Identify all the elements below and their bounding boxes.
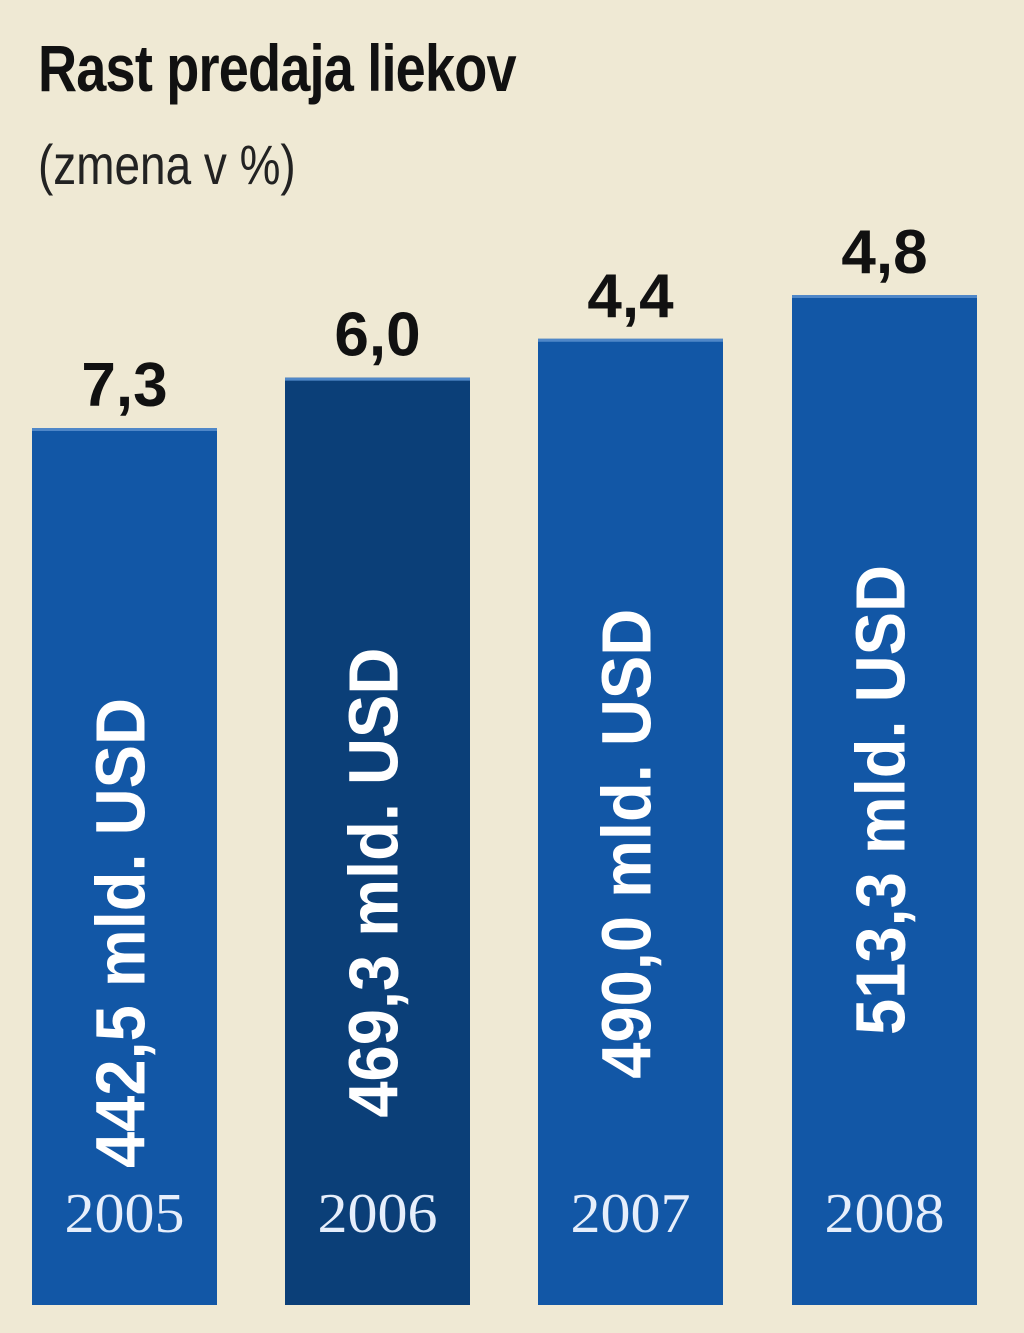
bar-top-edge-2006 [285,377,470,381]
sales-label-2007: 490,0 mld. USD [588,609,666,1079]
bar-top-edge-2007 [538,338,723,342]
bar-2005 [32,428,217,1305]
sales-label-2006: 469,3 mld. USD [335,648,413,1118]
chart-title: Rast predaja liekov [38,31,517,105]
year-label-2008: 2008 [825,1183,945,1245]
value-label-2006: 6,0 [334,301,420,370]
value-label-2005: 7,3 [81,351,167,420]
value-label-2007: 4,4 [587,262,674,331]
chart-subtitle: (zmena v %) [38,133,296,196]
bar-2008 [792,295,977,1305]
year-label-2005: 2005 [65,1183,185,1245]
value-label-2008: 4,8 [841,218,927,287]
sales-label-2005: 442,5 mld. USD [82,698,160,1168]
sales-label-2008: 513,3 mld. USD [842,565,920,1035]
bar-top-edge-2005 [32,428,217,431]
year-label-2007: 2007 [571,1183,691,1245]
bar-2006 [285,377,470,1305]
year-label-2006: 2006 [318,1183,438,1245]
bar-2007 [538,338,723,1305]
bar-top-edge-2008 [792,295,977,298]
